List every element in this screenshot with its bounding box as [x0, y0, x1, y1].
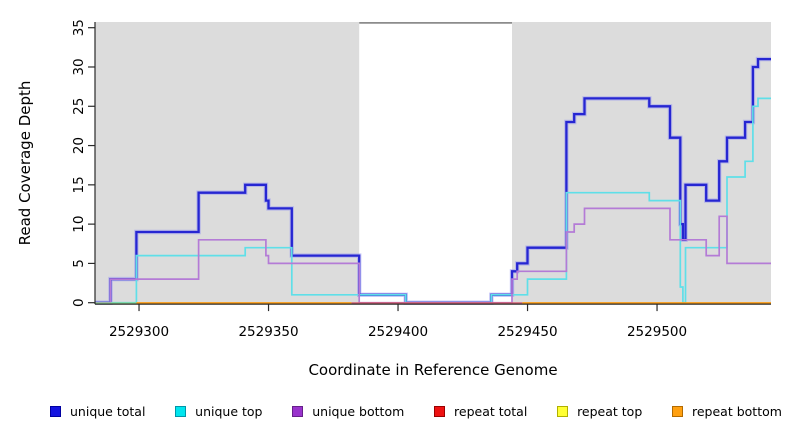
- gap-region: [359, 22, 512, 304]
- legend-item-unique-total: unique total: [50, 404, 145, 419]
- legend-label: unique total: [70, 403, 146, 419]
- legend-swatch-icon: [434, 405, 446, 417]
- legend-item-unique-top: unique top: [175, 404, 262, 419]
- x-tick-label: 2529500: [627, 324, 687, 340]
- x-tick-label: 2529400: [368, 324, 428, 340]
- y-tick-label: 35: [71, 19, 87, 36]
- y-tick-label: 10: [71, 216, 87, 233]
- legend-item-repeat-total: repeat total: [434, 404, 527, 419]
- x-tick-label: 2529350: [238, 324, 298, 340]
- legend-swatch-icon: [50, 405, 61, 417]
- legend-label: unique bottom: [312, 403, 405, 419]
- legend-swatch-icon: [292, 405, 304, 417]
- y-tick-label: 15: [71, 176, 87, 193]
- legend-label: unique top: [195, 403, 263, 419]
- y-tick-label: 25: [71, 98, 87, 115]
- legend-label: repeat top: [577, 403, 643, 419]
- plot-panel: [95, 21, 771, 304]
- y-axis-title: Read Coverage Depth: [16, 81, 34, 246]
- chart-line-unique-bottom: [95, 207, 771, 304]
- legend-item-unique-bottom: unique bottom: [292, 404, 404, 419]
- legend-swatch-icon: [175, 405, 187, 417]
- x-tick-label: 2529300: [109, 324, 169, 340]
- legend: unique total unique top unique bottom repea…: [50, 401, 782, 421]
- legend-item-repeat-top: repeat top: [557, 404, 642, 419]
- chart-line-unique-total: [95, 57, 771, 304]
- y-tick-label: 5: [71, 259, 87, 268]
- axes: 0 5 10 15 20 25 30 35 2529300 2529350 2529400 25294…: [71, 19, 771, 340]
- y-tick-label: 30: [71, 58, 87, 75]
- y-tick-label: 20: [71, 137, 87, 154]
- legend-item-repeat-bottom: repeat bottom: [672, 404, 782, 419]
- y-tick-label: 0: [71, 298, 87, 307]
- x-tick-label: 2529450: [497, 324, 557, 340]
- chart-line-unique-top: [95, 97, 771, 304]
- series-lines: [95, 56, 771, 305]
- legend-label: repeat total: [454, 403, 528, 419]
- legend-swatch-icon: [557, 405, 569, 417]
- legend-swatch-icon: [672, 405, 683, 417]
- legend-label: repeat bottom: [692, 403, 782, 419]
- x-axis-title: Coordinate in Reference Genome: [308, 361, 557, 379]
